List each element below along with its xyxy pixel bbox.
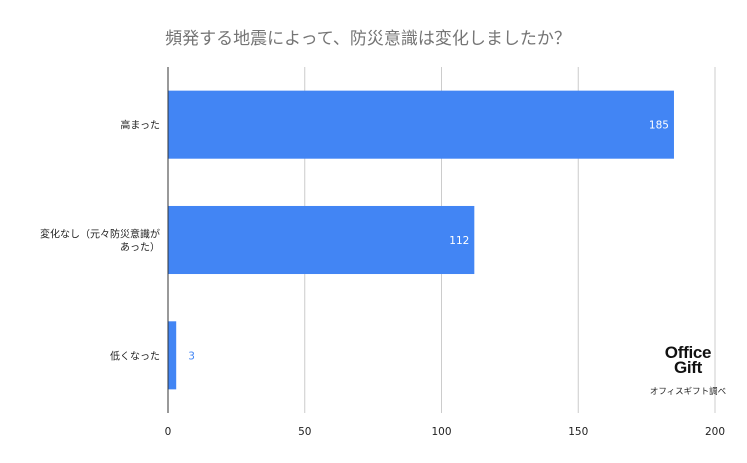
data-label: 3: [188, 350, 195, 362]
x-tick-label: 200: [705, 426, 725, 438]
officegift-logo: Office Gift オフィスギフト調べ: [640, 343, 736, 397]
source-note: オフィスギフト調べ: [649, 387, 727, 397]
x-tick-label: 150: [568, 426, 588, 438]
chart-title: 頻発する地震によって、防災意識は変化しましたか？: [165, 29, 571, 49]
category-label: 変化なし（元々防災意識が: [40, 228, 160, 241]
x-tick-labels: 0 50 100 150 200: [165, 426, 725, 438]
logo-line-2: Gift: [673, 358, 703, 377]
data-labels: 185 112 3: [188, 120, 669, 363]
x-tick-label: 50: [298, 426, 311, 438]
category-label: 高まった: [120, 119, 160, 132]
bar: [168, 90, 674, 159]
bar: [168, 205, 475, 275]
bars: [168, 90, 674, 390]
x-tick-label: 100: [431, 426, 451, 438]
category-label: 低くなった: [110, 349, 160, 362]
x-tick-label: 0: [165, 426, 172, 438]
category-label: あった）: [120, 242, 160, 254]
logo-line-1: Office: [664, 343, 712, 362]
data-label: 185: [649, 120, 669, 132]
bar: [168, 321, 177, 390]
data-label: 112: [449, 235, 469, 247]
